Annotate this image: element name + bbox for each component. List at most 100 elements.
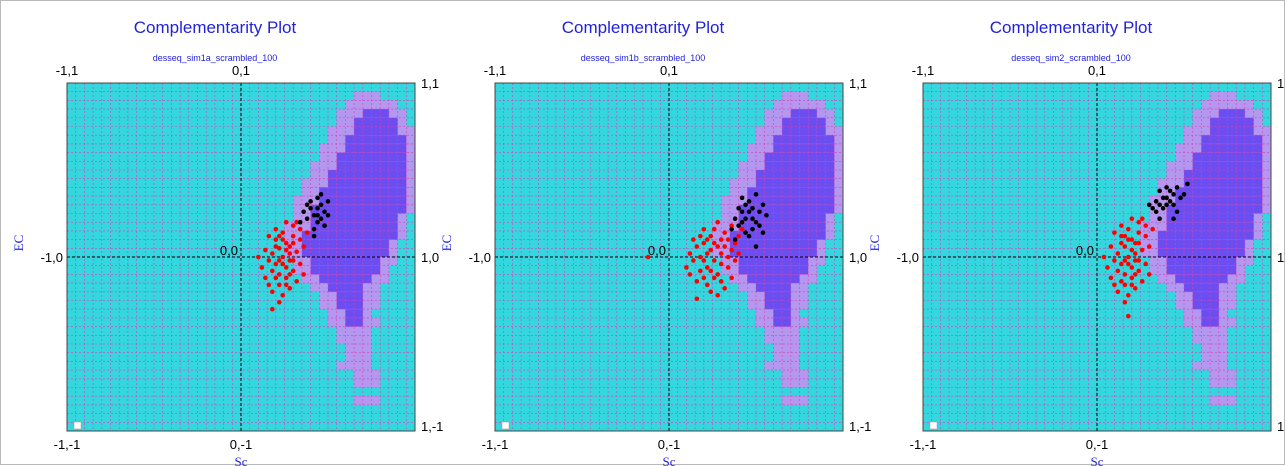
data-point	[708, 233, 714, 239]
data-point	[701, 275, 707, 281]
data-point	[736, 223, 741, 228]
data-point	[1132, 251, 1138, 256]
data-point	[1160, 195, 1166, 201]
data-point	[704, 237, 710, 242]
data-point	[1129, 282, 1135, 288]
outer-region-cell	[1192, 361, 1228, 371]
data-point	[1132, 258, 1138, 263]
data-point	[1122, 299, 1128, 305]
inner-region-cell	[729, 230, 826, 240]
data-point	[1119, 233, 1124, 239]
data-point	[1139, 247, 1145, 253]
inner-region-cell	[1201, 143, 1263, 153]
inner-region-cell	[310, 213, 398, 223]
corner-label-mid-left: -1,0	[897, 250, 919, 265]
outer-region-cell	[1192, 326, 1228, 336]
data-point	[301, 209, 306, 215]
data-point	[711, 240, 717, 246]
corner-label-mid-left: -1,0	[41, 250, 63, 265]
data-point	[276, 258, 282, 263]
data-point	[1181, 192, 1187, 197]
corner-label-mid-right: 1,0	[421, 250, 439, 265]
outer-region-cell	[782, 378, 809, 388]
inner-region-cell	[354, 117, 398, 127]
data-point	[732, 216, 738, 222]
data-point	[283, 275, 289, 281]
data-point	[1164, 202, 1169, 208]
outer-region-cell	[345, 352, 372, 362]
plot-area: -1,1 0,1 1,1 -1,0 0,0 1,0 -1,-1 0,-1 1,-1 Sc EC	[439, 63, 871, 466]
data-point	[691, 237, 696, 242]
data-point	[1174, 209, 1180, 215]
outer-region-cell	[1210, 378, 1237, 388]
outer-region-cell	[1201, 344, 1228, 353]
data-point	[297, 219, 303, 225]
data-point	[711, 275, 717, 281]
chart-title: Complementarity Plot	[561, 18, 725, 37]
data-point	[732, 240, 738, 246]
data-point	[1119, 261, 1124, 267]
inner-region-cell	[764, 300, 791, 310]
data-point	[708, 289, 714, 295]
data-point	[760, 202, 766, 208]
corner-marker	[929, 421, 938, 430]
data-point	[256, 254, 261, 260]
data-point	[1122, 244, 1128, 249]
data-point	[753, 219, 759, 225]
data-point	[1126, 292, 1131, 298]
inner-region-cell	[1201, 309, 1219, 318]
data-point	[276, 299, 282, 305]
chart-subtitle: desseq_sim1b_scrambled_100	[580, 53, 706, 63]
data-point	[1136, 240, 1142, 246]
data-point	[1136, 230, 1142, 235]
plot-panel-3: Complementarity Plot desseq_sim2_scrambl…	[857, 1, 1285, 466]
inner-region-cell	[773, 317, 791, 327]
inner-region-cell	[1166, 213, 1254, 223]
inner-region-cell	[764, 161, 835, 170]
data-point	[750, 226, 755, 232]
data-point	[270, 268, 275, 274]
data-point	[315, 219, 320, 225]
data-point	[273, 226, 279, 232]
corner-label-top-right: 1,1	[1277, 76, 1285, 91]
data-point	[704, 282, 710, 288]
inner-region-cell	[738, 213, 826, 223]
inner-region-cell	[764, 291, 791, 301]
data-point	[1115, 268, 1121, 274]
data-point	[694, 296, 700, 302]
data-point	[263, 247, 268, 253]
data-point	[1164, 195, 1169, 201]
corner-label-mid-right: 1,0	[1277, 250, 1285, 265]
data-point	[704, 265, 710, 270]
corner-label-top-left: -1,1	[484, 63, 506, 78]
data-point	[687, 272, 693, 277]
data-point	[729, 247, 734, 253]
data-point	[1171, 202, 1176, 208]
data-point	[1153, 199, 1159, 204]
data-point	[325, 212, 331, 218]
outer-region-cell	[1210, 91, 1237, 101]
data-point	[701, 226, 707, 232]
data-point	[698, 233, 703, 239]
data-point	[276, 272, 282, 277]
data-point	[1143, 261, 1149, 267]
data-point	[711, 226, 717, 232]
data-point	[1157, 202, 1162, 208]
data-point	[694, 279, 700, 284]
inner-region-cell	[790, 109, 817, 118]
data-point	[273, 261, 279, 267]
data-point	[722, 244, 727, 249]
data-point	[304, 230, 310, 235]
corner-label-bottom-mid: 0,-1	[1086, 437, 1108, 452]
inner-region-cell	[345, 309, 363, 318]
x-axis-label: Sc	[235, 454, 248, 466]
data-point	[701, 258, 707, 263]
data-point	[294, 219, 299, 225]
data-point	[311, 212, 317, 218]
data-point	[318, 192, 324, 197]
data-point	[718, 261, 724, 267]
inner-region-cell	[1166, 222, 1254, 231]
data-point	[280, 230, 286, 235]
chart-title: Complementarity Plot	[133, 18, 297, 37]
data-point	[287, 258, 293, 263]
